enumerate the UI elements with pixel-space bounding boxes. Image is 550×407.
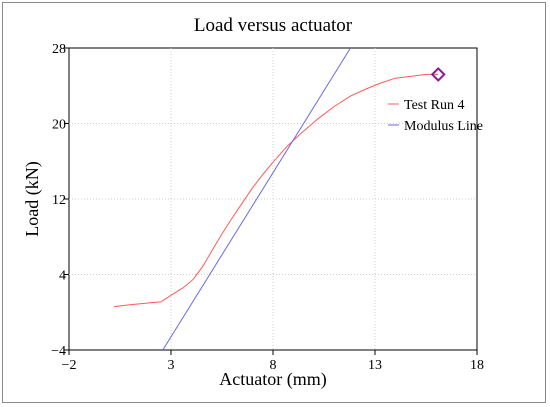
x-tick-label: −2: [62, 358, 77, 373]
legend-label: Modulus Line: [404, 119, 483, 134]
x-tick-label: 8: [270, 358, 277, 373]
y-tick-label: 4: [59, 269, 66, 284]
y-tick-label: 20: [52, 118, 66, 133]
x-tick-label: 3: [168, 358, 175, 373]
y-tick-label: −4: [51, 344, 66, 359]
x-axis-title: Actuator (mm): [219, 369, 326, 390]
legend-label: Test Run 4: [404, 98, 464, 113]
x-tick-label: 13: [368, 358, 382, 373]
series-line-test-run-4: [113, 73, 439, 308]
y-tick-label: 28: [52, 42, 66, 57]
chart-title: Load versus actuator: [194, 15, 353, 36]
end-point-marker: [430, 67, 446, 82]
grid-lines: [69, 48, 477, 350]
series-group: [113, 47, 446, 351]
y-tick-label: 12: [52, 193, 66, 208]
legend: Test Run 4 Modulus Line: [388, 98, 483, 134]
y-axis-title: Load (kN): [22, 161, 43, 236]
axis-ticks: −2 3 8 13 18 −4 4 12 20 28: [51, 42, 484, 373]
series-line-modulus-line: [162, 47, 351, 351]
chart-frame: [2, 2, 546, 403]
x-tick-label: 18: [470, 358, 484, 373]
